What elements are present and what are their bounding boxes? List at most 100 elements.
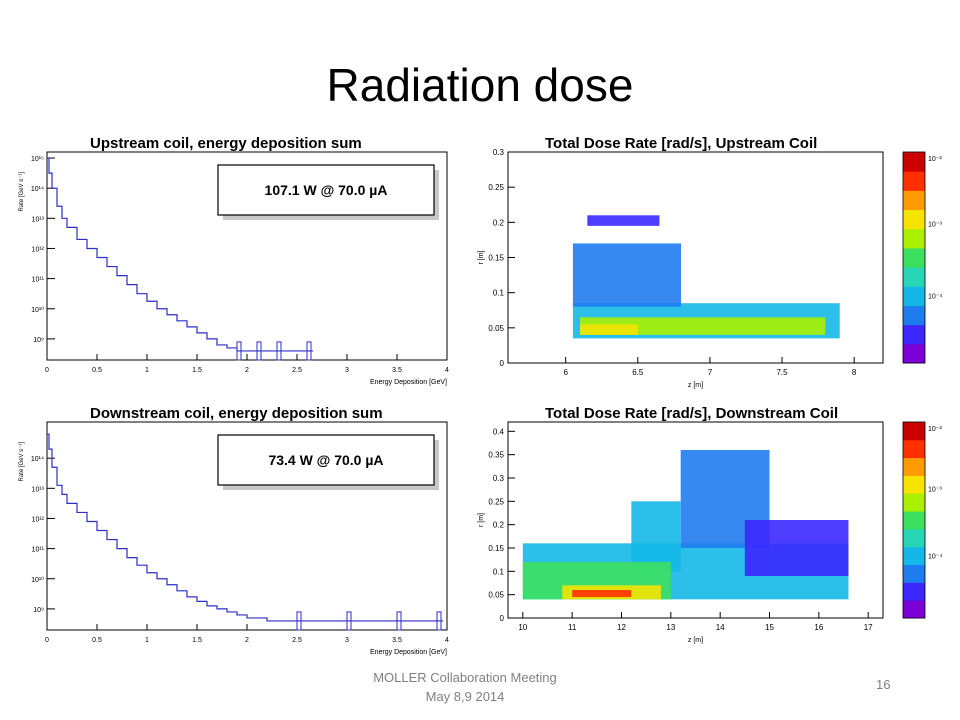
upstream-dose-map: Total Dose Rate [rad/s], Upstream Coil 6 6… xyxy=(475,128,945,393)
x-tick-label: 0 xyxy=(45,367,49,374)
x-tick-label: 1 xyxy=(145,367,149,374)
x-tick-label: 17 xyxy=(864,623,873,632)
colorbar-segment xyxy=(903,171,925,191)
y-tick-label: 0.3 xyxy=(493,474,505,483)
x-tick-label: 2.5 xyxy=(292,367,302,374)
colorbar-segment xyxy=(903,324,925,345)
y-tick-label: 0.35 xyxy=(488,451,504,460)
y-tick-label: 10⁹ xyxy=(33,607,44,614)
colorbar-segment xyxy=(903,439,925,459)
downstream-energy-histogram-svg: Downstream coil, energy deposition sum 73… xyxy=(19,405,449,656)
annotation-label: 107.1 W @ 70.0 µA xyxy=(265,182,388,198)
x-tick-label: 0 xyxy=(45,637,49,644)
colorbar-tick-label: 10⁻³ xyxy=(928,222,942,229)
y-tick-label: 0.15 xyxy=(488,544,504,553)
x-axis-label: Energy Deposition [GeV] xyxy=(370,649,447,656)
upstream-dose-map-svg: Total Dose Rate [rad/s], Upstream Coil 6 6… xyxy=(478,135,943,389)
colorbar-frame xyxy=(902,421,926,619)
colorbar-segment xyxy=(903,422,925,441)
y-tick-label: 10¹¹ xyxy=(32,277,45,284)
dose-region xyxy=(580,324,638,335)
colorbar-tick-label: 10⁻² xyxy=(928,156,942,163)
colorbar-tick-label: 10⁻³ xyxy=(928,487,942,494)
colorbar-segment xyxy=(903,511,925,530)
x-tick-label: 6.5 xyxy=(632,368,644,377)
tail-bin xyxy=(256,341,262,361)
tail-bin xyxy=(306,341,312,361)
x-tick-label: 16 xyxy=(814,623,823,632)
footer-meeting: MOLLER Collaboration Meeting xyxy=(373,670,557,685)
dose-region xyxy=(744,520,849,576)
colorbar-segment xyxy=(903,582,925,601)
dose-region xyxy=(587,215,660,226)
y-tick-label: 10¹² xyxy=(32,246,45,253)
x-tick-label: 2 xyxy=(245,367,249,374)
colorbar-segment xyxy=(903,228,925,249)
x-tick-label: 8 xyxy=(852,368,857,377)
x-tick-label: 0.5 xyxy=(92,637,102,644)
tail-bin xyxy=(346,611,352,631)
chart-title: Upstream coil, energy deposition sum xyxy=(90,135,362,152)
x-tick-label: 6 xyxy=(563,368,568,377)
x-tick-label: 4 xyxy=(445,367,449,374)
y-tick-label: 10⁹ xyxy=(33,337,44,344)
x-tick-label: 3.5 xyxy=(392,367,402,374)
y-tick-label: 10¹⁴ xyxy=(31,186,44,193)
colorbar-segment xyxy=(903,600,925,619)
tail-bin xyxy=(296,611,302,631)
y-tick-label: 10¹¹ xyxy=(32,547,45,554)
y-tick-label: 0.3 xyxy=(493,148,505,157)
dose-region xyxy=(631,501,681,572)
footer: MOLLER Collaboration Meeting May 8,9 201… xyxy=(330,668,600,706)
downstream-dose-map: Total Dose Rate [rad/s], Downstream Coil… xyxy=(475,398,945,648)
y-tick-label: 0.05 xyxy=(488,591,504,600)
tail-bin xyxy=(396,611,402,631)
colorbar-tick-label: 10⁻⁴ xyxy=(928,293,943,300)
y-tick-label: 10¹⁰ xyxy=(31,306,44,314)
colorbar-segment xyxy=(903,247,925,268)
histogram-series xyxy=(47,157,313,352)
chart-title: Downstream coil, energy deposition sum xyxy=(90,405,383,422)
y-tick-label: 0.05 xyxy=(488,324,504,333)
annotation-label: 73.4 W @ 70.0 µA xyxy=(268,452,383,468)
y-tick-label: 0.2 xyxy=(493,218,505,227)
downstream-energy-histogram: Downstream coil, energy deposition sum 73… xyxy=(15,398,465,663)
y-tick-label: 0.1 xyxy=(493,289,505,298)
y-tick-label: 0.1 xyxy=(493,567,505,576)
x-tick-label: 7 xyxy=(708,368,713,377)
downstream-dose-map-svg: Total Dose Rate [rad/s], Downstream Coil… xyxy=(478,405,943,644)
x-axis-label: z [m] xyxy=(688,637,703,644)
dose-region xyxy=(580,317,826,335)
colorbar-segment xyxy=(903,305,925,326)
x-tick-label: 3 xyxy=(345,367,349,374)
x-tick-label: 1.5 xyxy=(192,367,202,374)
x-tick-label: 15 xyxy=(765,623,774,632)
colorbar-tick-label: 10⁻² xyxy=(928,426,942,433)
x-tick-label: 11 xyxy=(568,623,577,632)
colorbar-segment xyxy=(903,528,925,548)
y-axis-label: r [m] xyxy=(478,513,485,527)
x-axis-label: z [m] xyxy=(688,382,703,389)
annotation-box xyxy=(217,434,435,486)
x-tick-label: 3.5 xyxy=(392,637,402,644)
colorbar-segment xyxy=(903,152,925,172)
slide-title: Radiation dose xyxy=(326,59,634,111)
page-number: 16 xyxy=(876,677,891,692)
colorbar-segment xyxy=(903,546,925,566)
y-tick-label: 0.25 xyxy=(488,183,504,192)
colorbar-segment xyxy=(903,190,925,211)
histogram-series xyxy=(47,433,443,622)
y-axis-label: Rate [GeV s⁻¹] xyxy=(19,172,25,212)
x-tick-label: 0.5 xyxy=(92,367,102,374)
upstream-energy-histogram-svg: Upstream coil, energy deposition sum 107.… xyxy=(19,135,449,386)
y-tick-label: 10¹⁴ xyxy=(31,456,44,463)
chart-title: Total Dose Rate [rad/s], Downstream Coil xyxy=(545,405,838,422)
y-tick-label: 10¹⁰ xyxy=(31,576,44,584)
y-tick-label: 0.4 xyxy=(493,427,505,436)
colorbar-segment xyxy=(903,286,925,306)
y-tick-label: 0.25 xyxy=(488,497,504,506)
x-tick-label: 2.5 xyxy=(292,637,302,644)
x-tick-label: 3 xyxy=(345,637,349,644)
x-tick-label: 12 xyxy=(617,623,626,632)
y-tick-label: 10¹³ xyxy=(32,216,45,223)
